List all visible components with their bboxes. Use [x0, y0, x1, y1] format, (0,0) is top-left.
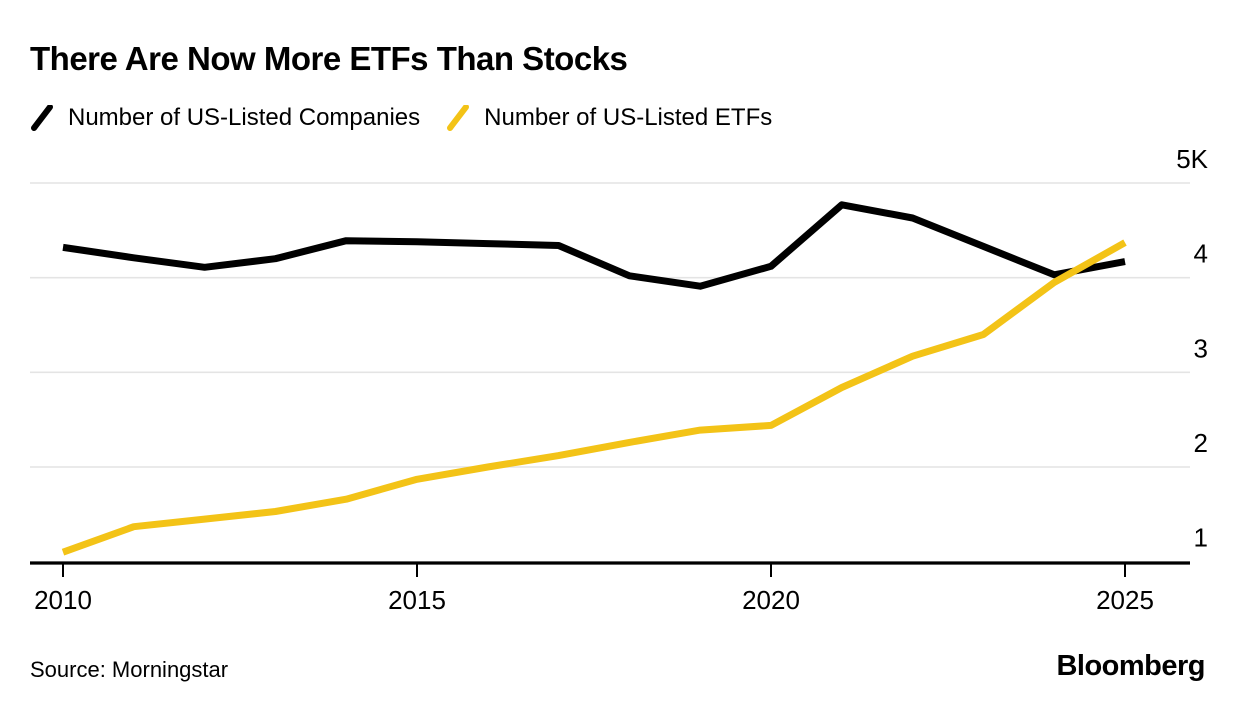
y-axis-tick-label: 3 — [1194, 333, 1208, 363]
legend-item-companies: Number of US-Listed Companies — [30, 105, 420, 131]
x-axis-tick-label: 2010 — [34, 585, 92, 615]
chart-title: There Are Now More ETFs Than Stocks — [30, 40, 628, 77]
etfs-line-swatch-icon — [447, 105, 470, 131]
x-axis-tick-label: 2025 — [1096, 585, 1154, 615]
legend-label-etfs: Number of US-Listed ETFs — [484, 104, 773, 131]
y-axis-tick-label: 2 — [1194, 428, 1208, 458]
y-axis-tick-label: 1 — [1194, 523, 1208, 553]
source-note: Source: Morningstar — [30, 657, 229, 682]
y-axis-tick-label: 4 — [1194, 239, 1208, 269]
companies-line-swatch-icon — [31, 105, 53, 131]
legend-label-companies: Number of US-Listed Companies — [68, 104, 421, 131]
x-axis-tick-label: 2020 — [742, 585, 800, 615]
series-line-companies — [62, 201, 1126, 290]
series-line-etfs — [61, 239, 1127, 556]
legend-item-etfs: Number of US-Listed ETFs — [446, 105, 772, 131]
y-axis-tick-label: 5K — [1176, 144, 1208, 174]
chart-legend: Number of US-Listed Companies Number of … — [30, 105, 772, 131]
x-axis-tick-label: 2015 — [388, 585, 446, 615]
bloomberg-logo: Bloomberg — [1056, 650, 1205, 682]
